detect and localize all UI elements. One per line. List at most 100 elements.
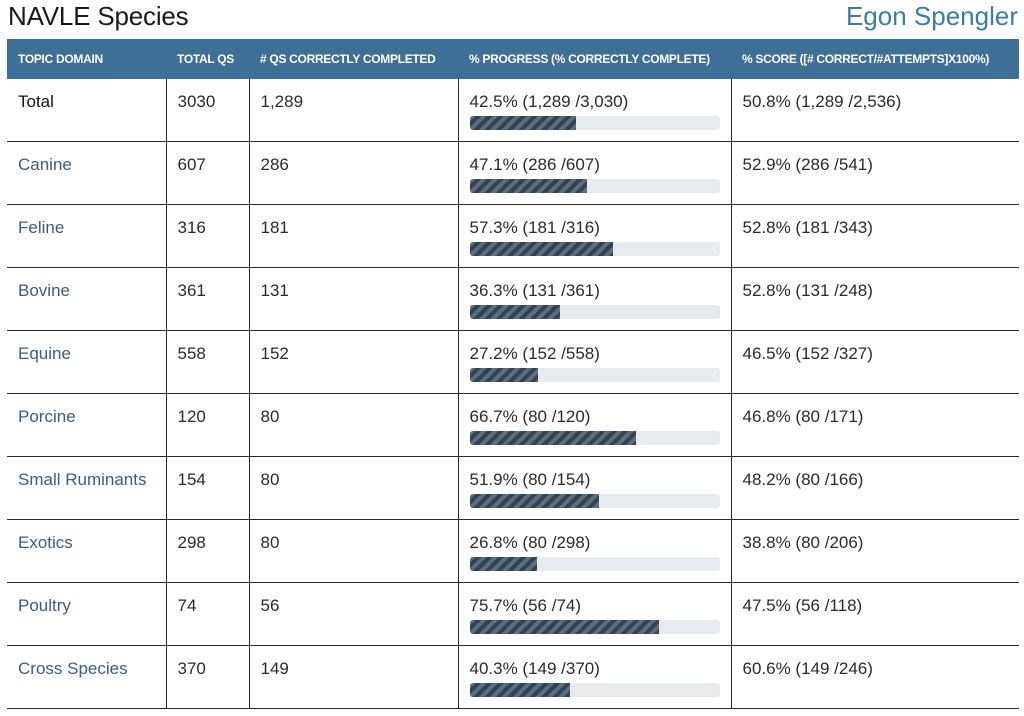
- qs-correct-cell: 152: [248, 330, 459, 394]
- score-text: 47.5% (56 /118): [742, 596, 863, 615]
- score-cell: 46.5% (152 /327): [730, 330, 1019, 394]
- progress-bar: [469, 368, 720, 382]
- progress-bar: [469, 116, 720, 130]
- progress-cell: 27.2% (152 /558): [457, 330, 732, 394]
- qs-correct-text: 149: [260, 659, 289, 678]
- topic-domain-cell: Canine: [7, 141, 167, 205]
- total-qs-cell: 154: [165, 456, 250, 520]
- topic-domain-text[interactable]: Small Ruminants: [18, 470, 147, 489]
- column-header-progress[interactable]: % PROGRESS (% CORRECTLY COMPLETE): [458, 39, 731, 79]
- progress-bar-fill: [469, 179, 588, 193]
- topic-domain-text: Total: [18, 92, 54, 111]
- progress-text: 27.2% (152 /558): [469, 344, 600, 363]
- topic-domain-cell: Feline: [7, 204, 167, 268]
- qs-correct-text: 80: [260, 470, 280, 489]
- qs-correct-text: 286: [260, 155, 289, 174]
- topic-domain-text[interactable]: Bovine: [18, 281, 70, 300]
- qs-correct-cell: 286: [248, 141, 459, 205]
- score-cell: 52.8% (131 /248): [730, 267, 1019, 331]
- total-qs-cell: 607: [165, 141, 250, 205]
- qs-correct-cell: 131: [248, 267, 459, 331]
- score-text: 52.8% (181 /343): [742, 218, 873, 237]
- table-row: Feline 316 181 57.3% (181 /316) 52.8% (181 /…: [7, 204, 1019, 268]
- score-text: 48.2% (80 /166): [742, 470, 864, 489]
- progress-bar: [469, 431, 720, 445]
- topic-domain-cell: Cross Species: [7, 645, 167, 709]
- total-qs-cell: 558: [165, 330, 250, 394]
- progress-cell: 26.8% (80 /298): [457, 519, 732, 583]
- total-qs-text: 316: [177, 218, 206, 237]
- qs-correct-text: 80: [260, 407, 280, 426]
- progress-bar: [469, 557, 720, 571]
- total-qs-cell: 298: [165, 519, 250, 583]
- topic-domain-cell: Exotics: [7, 519, 167, 583]
- progress-text: 57.3% (181 /316): [469, 218, 600, 237]
- table-header-row: TOPIC DOMAIN TOTAL QS # QS CORRECTLY COM…: [7, 39, 1019, 79]
- qs-correct-cell: 149: [248, 645, 459, 709]
- progress-text: 66.7% (80 /120): [469, 407, 591, 426]
- total-qs-text: 361: [177, 281, 206, 300]
- table-row: Small Ruminants 154 80 51.9% (80 /154) 48.2%…: [7, 456, 1019, 520]
- total-qs-text: 154: [177, 470, 206, 489]
- progress-bar: [469, 179, 720, 193]
- total-qs-text: 607: [177, 155, 206, 174]
- progress-bar-fill: [469, 368, 538, 382]
- score-cell: 52.9% (286 /541): [730, 141, 1019, 205]
- qs-correct-text: 1,289: [260, 92, 304, 111]
- topic-domain-text[interactable]: Cross Species: [18, 659, 128, 678]
- column-header-qs-correct[interactable]: # QS CORRECTLY COMPLETED: [249, 39, 458, 79]
- table-row: Exotics 298 80 26.8% (80 /298) 38.8% (80 /20…: [7, 519, 1019, 583]
- progress-text: 40.3% (149 /370): [469, 659, 600, 678]
- total-qs-cell: 316: [165, 204, 250, 268]
- column-header-topic-domain[interactable]: TOPIC DOMAIN: [7, 39, 166, 79]
- progress-cell: 36.3% (131 /361): [457, 267, 732, 331]
- progress-text: 51.9% (80 /154): [469, 470, 591, 489]
- topic-domain-cell: Small Ruminants: [7, 456, 167, 520]
- table-row: Porcine 120 80 66.7% (80 /120) 46.8% (80 /17…: [7, 393, 1019, 457]
- topic-domain-text[interactable]: Canine: [18, 155, 72, 174]
- total-qs-text: 558: [177, 344, 206, 363]
- score-text: 38.8% (80 /206): [742, 533, 864, 552]
- table-row: Cross Species 370 149 40.3% (149 /370) 60.6%…: [7, 645, 1019, 709]
- progress-bar-fill: [469, 116, 576, 130]
- column-header-total-qs[interactable]: TOTAL QS: [166, 39, 249, 79]
- table-body: Total 3030 1,289 42.5% (1,289 /3,030) 50.8% …: [7, 79, 1019, 709]
- progress-cell: 66.7% (80 /120): [457, 393, 732, 457]
- topic-domain-text[interactable]: Feline: [18, 218, 65, 237]
- topic-domain-text[interactable]: Poultry: [18, 596, 71, 615]
- qs-correct-text: 131: [260, 281, 289, 300]
- total-qs-cell: 120: [165, 393, 250, 457]
- score-text: 60.6% (149 /246): [742, 659, 873, 678]
- score-cell: 50.8% (1,289 /2,536): [730, 79, 1019, 142]
- progress-cell: 40.3% (149 /370): [457, 645, 732, 709]
- column-header-score[interactable]: % SCORE ([# CORRECT/#ATTEMPTS]X100%): [731, 39, 1019, 79]
- score-text: 50.8% (1,289 /2,536): [742, 92, 902, 111]
- topic-domain-cell: Equine: [7, 330, 167, 394]
- total-qs-text: 370: [177, 659, 206, 678]
- score-cell: 52.8% (181 /343): [730, 204, 1019, 268]
- topic-domain-text[interactable]: Porcine: [18, 407, 76, 426]
- table-row: Bovine 361 131 36.3% (131 /361) 52.8% (131 /…: [7, 267, 1019, 331]
- score-cell: 46.8% (80 /171): [730, 393, 1019, 457]
- topic-domain-cell: Porcine: [7, 393, 167, 457]
- qs-correct-text: 181: [260, 218, 289, 237]
- species-progress-table: TOPIC DOMAIN TOTAL QS # QS CORRECTLY COM…: [7, 39, 1019, 709]
- table-row: Poultry 74 56 75.7% (56 /74) 47.5% (56 /118): [7, 582, 1019, 646]
- qs-correct-cell: 80: [248, 393, 459, 457]
- progress-text: 36.3% (131 /361): [469, 281, 600, 300]
- total-qs-cell: 361: [165, 267, 250, 331]
- topic-domain-text[interactable]: Exotics: [18, 533, 73, 552]
- topic-domain-text[interactable]: Equine: [18, 344, 71, 363]
- progress-bar: [469, 242, 720, 256]
- total-qs-cell: 370: [165, 645, 250, 709]
- topic-domain-cell: Total: [7, 79, 167, 142]
- score-cell: 38.8% (80 /206): [730, 519, 1019, 583]
- qs-correct-text: 56: [260, 596, 280, 615]
- progress-cell: 47.1% (286 /607): [457, 141, 732, 205]
- score-text: 52.8% (131 /248): [742, 281, 873, 300]
- table-row: Equine 558 152 27.2% (152 /558) 46.5% (152 /…: [7, 330, 1019, 394]
- page-header: NAVLE Species Egon Spengler: [0, 0, 1024, 38]
- user-name-link[interactable]: Egon Spengler: [845, 1, 1018, 31]
- total-qs-text: 120: [177, 407, 206, 426]
- progress-bar-fill: [469, 620, 659, 634]
